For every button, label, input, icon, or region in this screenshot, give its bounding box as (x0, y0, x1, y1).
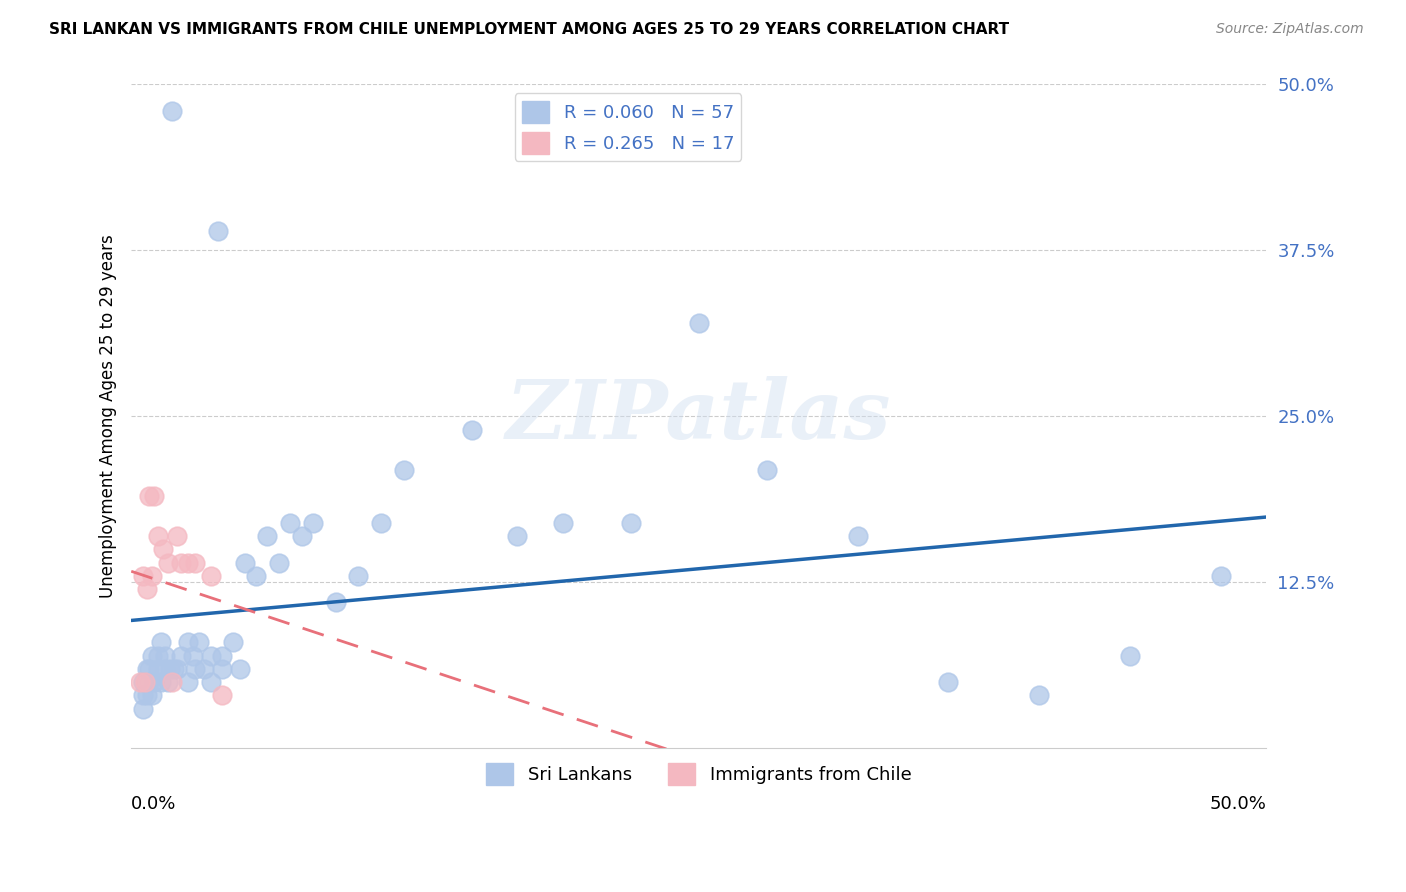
Point (155, 662, 177, 676)
Text: ZIPatlas: ZIPatlas (506, 376, 891, 457)
Point (149, 675, 172, 690)
Point (193, 662, 215, 676)
Point (148, 529, 170, 543)
Point (200, 648, 222, 663)
Point (159, 662, 181, 676)
Point (211, 689, 233, 703)
Point (155, 648, 177, 663)
Point (134, 675, 156, 690)
Point (200, 569, 222, 583)
Point (200, 675, 222, 690)
Point (149, 635, 172, 649)
Point (188, 635, 211, 649)
Point (278, 516, 301, 530)
Point (370, 516, 392, 530)
Point (211, 662, 233, 676)
Point (347, 569, 370, 583)
Point (211, 648, 233, 663)
Text: Source: ZipAtlas.com: Source: ZipAtlas.com (1216, 22, 1364, 37)
Point (302, 516, 325, 530)
Point (148, 662, 170, 676)
Point (160, 675, 183, 690)
Point (177, 675, 200, 690)
Point (141, 569, 163, 583)
Point (290, 529, 312, 543)
Point (177, 635, 200, 649)
Point (846, 529, 869, 543)
Point (461, 423, 484, 437)
Point (170, 556, 193, 570)
Point (156, 556, 179, 570)
Point (222, 635, 245, 649)
Point (148, 648, 170, 663)
Point (325, 595, 347, 609)
Point (131, 569, 153, 583)
Point (166, 662, 188, 676)
Point (245, 569, 267, 583)
Point (184, 662, 207, 676)
Point (141, 648, 163, 663)
Point (1209, 569, 1232, 583)
Point (755, 462, 778, 476)
Point (136, 582, 159, 596)
Point (229, 662, 252, 676)
Point (138, 675, 160, 690)
Point (207, 223, 229, 237)
Point (131, 689, 153, 703)
Point (938, 675, 960, 690)
Point (181, 648, 204, 663)
Point (138, 662, 160, 676)
Legend: Sri Lankans, Immigrants from Chile: Sri Lankans, Immigrants from Chile (479, 756, 918, 793)
Point (1028, 689, 1050, 703)
Point (160, 103, 183, 118)
Point (1119, 648, 1142, 663)
Point (184, 556, 207, 570)
Point (267, 556, 290, 570)
Point (620, 516, 643, 530)
Point (392, 462, 415, 476)
Point (166, 529, 188, 543)
Point (131, 675, 153, 690)
Point (177, 556, 200, 570)
Point (136, 662, 159, 676)
Point (688, 317, 710, 331)
Point (506, 529, 529, 543)
Point (152, 542, 174, 557)
Point (156, 675, 179, 690)
Point (170, 648, 193, 663)
Point (256, 529, 278, 543)
Text: SRI LANKAN VS IMMIGRANTS FROM CHILE UNEMPLOYMENT AMONG AGES 25 TO 29 YEARS CORRE: SRI LANKAN VS IMMIGRANTS FROM CHILE UNEM… (49, 22, 1010, 37)
Point (233, 556, 256, 570)
Point (142, 675, 165, 690)
Point (138, 489, 160, 503)
Text: 0.0%: 0.0% (131, 795, 177, 813)
Point (551, 516, 574, 530)
Point (136, 689, 159, 703)
Point (141, 689, 163, 703)
Text: 50.0%: 50.0% (1209, 795, 1267, 813)
Point (131, 701, 153, 715)
Point (142, 489, 165, 503)
Y-axis label: Unemployment Among Ages 25 to 29 years: Unemployment Among Ages 25 to 29 years (100, 235, 117, 599)
Point (163, 662, 186, 676)
Point (129, 675, 152, 690)
